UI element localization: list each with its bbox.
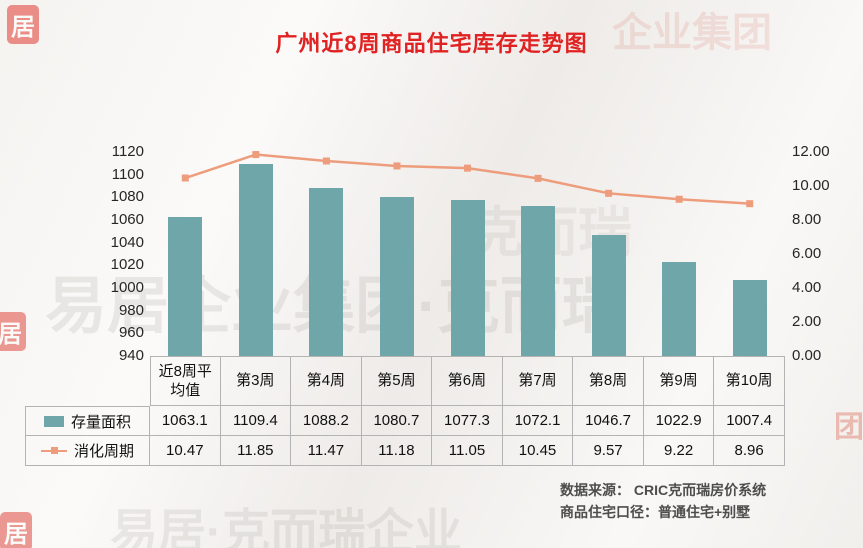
series-name: 消化周期 bbox=[73, 443, 134, 460]
right-axis-tick: 10.00 bbox=[792, 177, 830, 194]
right-axis-tick: 4.00 bbox=[792, 279, 822, 296]
left-axis-tick: 1100 bbox=[111, 165, 144, 183]
right-axis-tick: 6.00 bbox=[792, 245, 822, 262]
value-cell: 10.47 bbox=[150, 436, 221, 466]
left-axis-tick: 1060 bbox=[110, 211, 144, 228]
value-cell: 1109.4 bbox=[220, 406, 292, 436]
watermark: 易居·克而瑞企业 bbox=[110, 506, 462, 548]
value-cell: 1080.7 bbox=[361, 406, 433, 436]
source-note-line1: 数据来源： CRIC克而瑞房价系统 bbox=[560, 482, 767, 498]
left-axis-tick: 940 bbox=[118, 347, 144, 364]
value-cell: 1072.1 bbox=[502, 406, 574, 436]
value-cell: 1007.4 bbox=[714, 406, 785, 436]
bar bbox=[521, 206, 556, 356]
watermark: 居 bbox=[0, 512, 32, 548]
value-cell: 9.22 bbox=[643, 436, 715, 466]
category-cell: 第6周 bbox=[432, 356, 503, 406]
right-axis: 12.00 10.00 8.00 6.00 4.00 2.00 0.00 bbox=[785, 143, 838, 364]
line-series bbox=[181, 151, 754, 208]
category-cell: 近8周平均值 bbox=[150, 356, 221, 406]
right-axis-tick: 8.00 bbox=[792, 211, 822, 228]
category-cell: 第9周 bbox=[643, 356, 715, 406]
value-cell: 11.85 bbox=[220, 436, 292, 466]
value-cell: 10.45 bbox=[502, 436, 574, 466]
line-marker bbox=[605, 189, 613, 197]
category-cell: 第4周 bbox=[291, 356, 362, 406]
value-cell: 1063.1 bbox=[150, 406, 221, 436]
chart-title: 广州近8周商品住宅库存走势图 bbox=[275, 31, 588, 56]
series-name: 存量面积 bbox=[70, 413, 131, 431]
watermark: 居 bbox=[0, 312, 26, 351]
left-axis: 1120 1100 1080 1060 1040 1020 1000 980 960 940 bbox=[25, 143, 150, 364]
legend-swatch-line bbox=[40, 445, 67, 456]
bar bbox=[309, 188, 344, 356]
right-axis-tick: 12.00 bbox=[792, 143, 830, 160]
line-marker bbox=[252, 151, 260, 159]
value-cell: 8.96 bbox=[714, 436, 785, 466]
line-marker bbox=[746, 200, 754, 208]
value-cell: 1046.7 bbox=[573, 406, 644, 436]
line-marker bbox=[393, 162, 401, 170]
left-axis-tick: 1080 bbox=[110, 188, 144, 206]
value-cell: 1088.2 bbox=[291, 406, 362, 436]
bar bbox=[450, 200, 485, 356]
category-cell: 第7周 bbox=[502, 356, 574, 406]
right-axis-tick: 2.00 bbox=[792, 313, 822, 330]
category-cell: 第10周 bbox=[714, 356, 785, 406]
right-axis-tick: 0.00 bbox=[792, 347, 822, 364]
axis-plot-row: 1120 1100 1080 1060 1040 1020 1000 980 960 940 12… bbox=[25, 143, 838, 364]
value-cell: 11.05 bbox=[432, 436, 503, 466]
left-axis-tick: 980 bbox=[118, 301, 144, 319]
bar bbox=[662, 262, 697, 356]
line-path bbox=[184, 153, 750, 205]
chart-region: 1120 1100 1080 1060 1040 1020 1000 980 960 940 12… bbox=[25, 143, 838, 466]
category-cell: 第8周 bbox=[573, 356, 644, 406]
bar bbox=[168, 216, 203, 356]
line-marker bbox=[322, 157, 330, 165]
line-marker bbox=[464, 164, 471, 172]
watermark: 团 bbox=[834, 411, 863, 444]
left-axis-tick: 1040 bbox=[110, 233, 144, 251]
left-axis-tick: 960 bbox=[118, 324, 144, 342]
bar bbox=[238, 164, 273, 356]
legend-swatch-bar bbox=[43, 415, 64, 427]
line-marker bbox=[675, 195, 683, 203]
left-axis-tick: 1120 bbox=[111, 143, 144, 160]
legend-cell: 存量面积 bbox=[25, 406, 150, 436]
value-cell: 9.57 bbox=[573, 436, 644, 466]
line-marker bbox=[534, 174, 542, 182]
data-table: 近8周平均值 第3周 第4周 第5周 第6周 第7周 第8周 第9周 第10周存量面积 1063.… bbox=[25, 356, 785, 466]
bar bbox=[379, 196, 414, 356]
source-note-line2: 商品住宅口径：普通住宅+别墅 bbox=[560, 503, 751, 520]
legend-cell: 消化周期 bbox=[25, 436, 150, 466]
value-cell: 11.47 bbox=[291, 436, 362, 466]
bar bbox=[591, 235, 626, 356]
source-note: 数据来源： CRIC克而瑞房价系统 商品住宅口径：普通住宅+别墅 bbox=[560, 480, 766, 523]
category-cell: 第3周 bbox=[220, 356, 292, 406]
line-marker bbox=[181, 174, 189, 182]
value-cell: 1022.9 bbox=[643, 406, 715, 436]
plot-area bbox=[150, 151, 785, 356]
category-cell: 第5周 bbox=[361, 356, 433, 406]
value-cell: 1077.3 bbox=[432, 406, 503, 436]
bar bbox=[732, 279, 767, 356]
left-axis-tick: 1020 bbox=[110, 256, 144, 274]
left-axis-tick: 1000 bbox=[110, 279, 144, 296]
value-cell: 11.18 bbox=[361, 436, 433, 466]
legend-marker bbox=[50, 447, 58, 454]
